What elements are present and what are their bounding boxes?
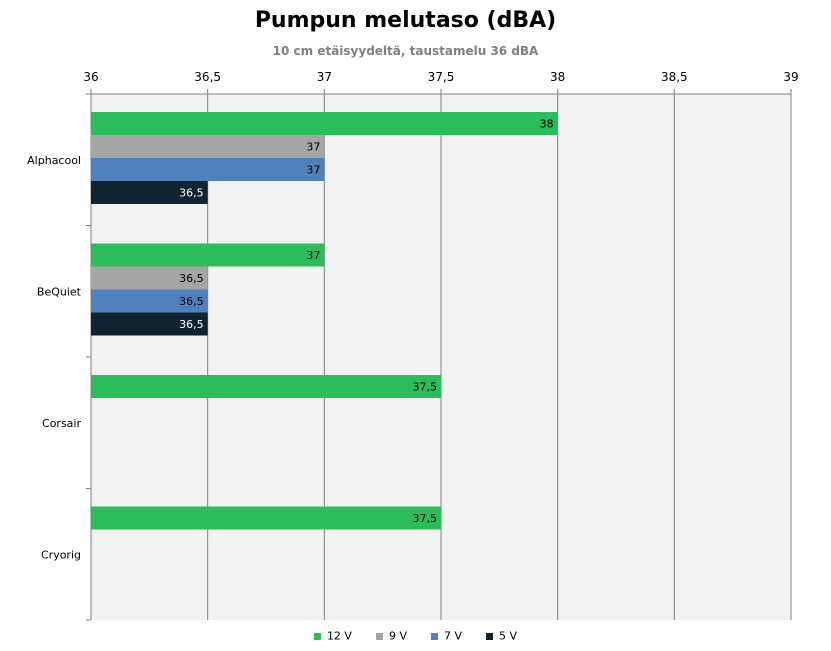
bar: [91, 266, 208, 290]
data-label: 37: [306, 164, 320, 177]
data-label: 37: [306, 249, 320, 262]
chart-subtitle: 10 cm etäisyydeltä, taustamelu 36 dBA: [272, 44, 539, 58]
legend-item: 12 V: [313, 629, 352, 643]
legend-label: 12 V: [326, 629, 352, 643]
legend-swatch: [313, 632, 321, 640]
bar: [91, 135, 325, 158]
data-label: 37,5: [413, 381, 438, 394]
bar: [91, 289, 208, 313]
legend-label: 5 V: [499, 629, 518, 643]
category-label: BeQuiet: [37, 285, 82, 298]
data-label: 37: [306, 141, 320, 154]
x-tick-label: 38: [550, 70, 565, 84]
bar: [91, 112, 558, 135]
bar: [91, 158, 325, 181]
bar: [91, 375, 441, 398]
legend-item: 5 V: [486, 629, 517, 643]
x-tick-label: 38,5: [661, 70, 688, 84]
chart-legend: 12 V 9 V 7 V 5 V: [0, 629, 831, 643]
category-label: Alphacool: [27, 154, 81, 167]
bar: [91, 181, 208, 204]
data-label: 36,5: [179, 187, 204, 200]
data-label: 38: [540, 118, 554, 131]
x-tick-label: 37: [317, 70, 332, 84]
bar: [91, 506, 441, 530]
data-label: 36,5: [179, 272, 204, 285]
legend-swatch: [375, 632, 383, 640]
legend-label: 9 V: [388, 629, 407, 643]
legend-label: 7 V: [444, 629, 463, 643]
legend-item: 9 V: [375, 629, 407, 643]
category-label: Cryorig: [41, 548, 81, 561]
data-label: 37,5: [413, 512, 438, 525]
category-label: Corsair: [42, 417, 81, 430]
chart-title: Pumpun melutaso (dBA): [254, 8, 557, 33]
legend-item: 7 V: [431, 629, 462, 643]
x-tick-label: 37,5: [428, 70, 455, 84]
x-tick-label: 36: [83, 70, 98, 84]
data-label: 36,5: [179, 318, 204, 331]
bar: [91, 243, 325, 267]
legend-swatch: [431, 632, 438, 640]
legend-swatch: [486, 632, 494, 640]
x-tick-label: 36,5: [194, 70, 221, 84]
bar: [91, 312, 208, 336]
data-label: 36,5: [179, 295, 204, 308]
x-tick-label: 39: [783, 70, 798, 84]
